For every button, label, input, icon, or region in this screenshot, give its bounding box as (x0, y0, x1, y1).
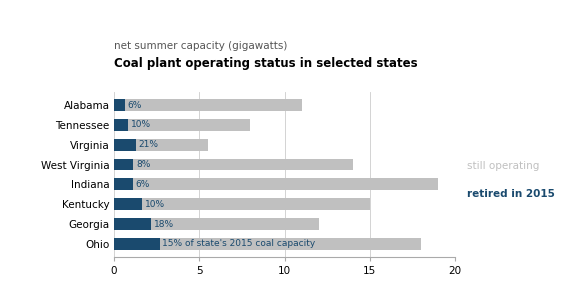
Text: 10%: 10% (131, 120, 151, 129)
Bar (114, 218, 319, 230)
Bar (114, 139, 136, 151)
Bar (114, 139, 208, 151)
Bar (114, 218, 151, 230)
Text: 8%: 8% (136, 160, 150, 169)
Text: 10%: 10% (145, 200, 164, 209)
Bar (114, 99, 125, 111)
Text: retired in 2015: retired in 2015 (467, 190, 554, 199)
Bar (114, 198, 370, 210)
Bar (114, 238, 160, 250)
Bar (114, 238, 421, 250)
Text: 6%: 6% (127, 100, 142, 110)
Bar (114, 99, 302, 111)
Bar (114, 119, 250, 131)
Text: Coal plant operating status in selected states: Coal plant operating status in selected … (114, 57, 418, 69)
Text: still operating: still operating (467, 161, 539, 171)
Bar (114, 119, 129, 131)
Text: 15% of state's 2015 coal capacity: 15% of state's 2015 coal capacity (163, 239, 316, 249)
Text: 6%: 6% (135, 180, 150, 189)
Bar (114, 178, 438, 190)
Text: 18%: 18% (154, 220, 174, 229)
Text: net summer capacity (gigawatts): net summer capacity (gigawatts) (114, 41, 287, 51)
Bar (114, 158, 133, 170)
Bar (114, 158, 353, 170)
Text: 21%: 21% (139, 140, 159, 149)
Bar (114, 198, 142, 210)
Bar (114, 178, 133, 190)
